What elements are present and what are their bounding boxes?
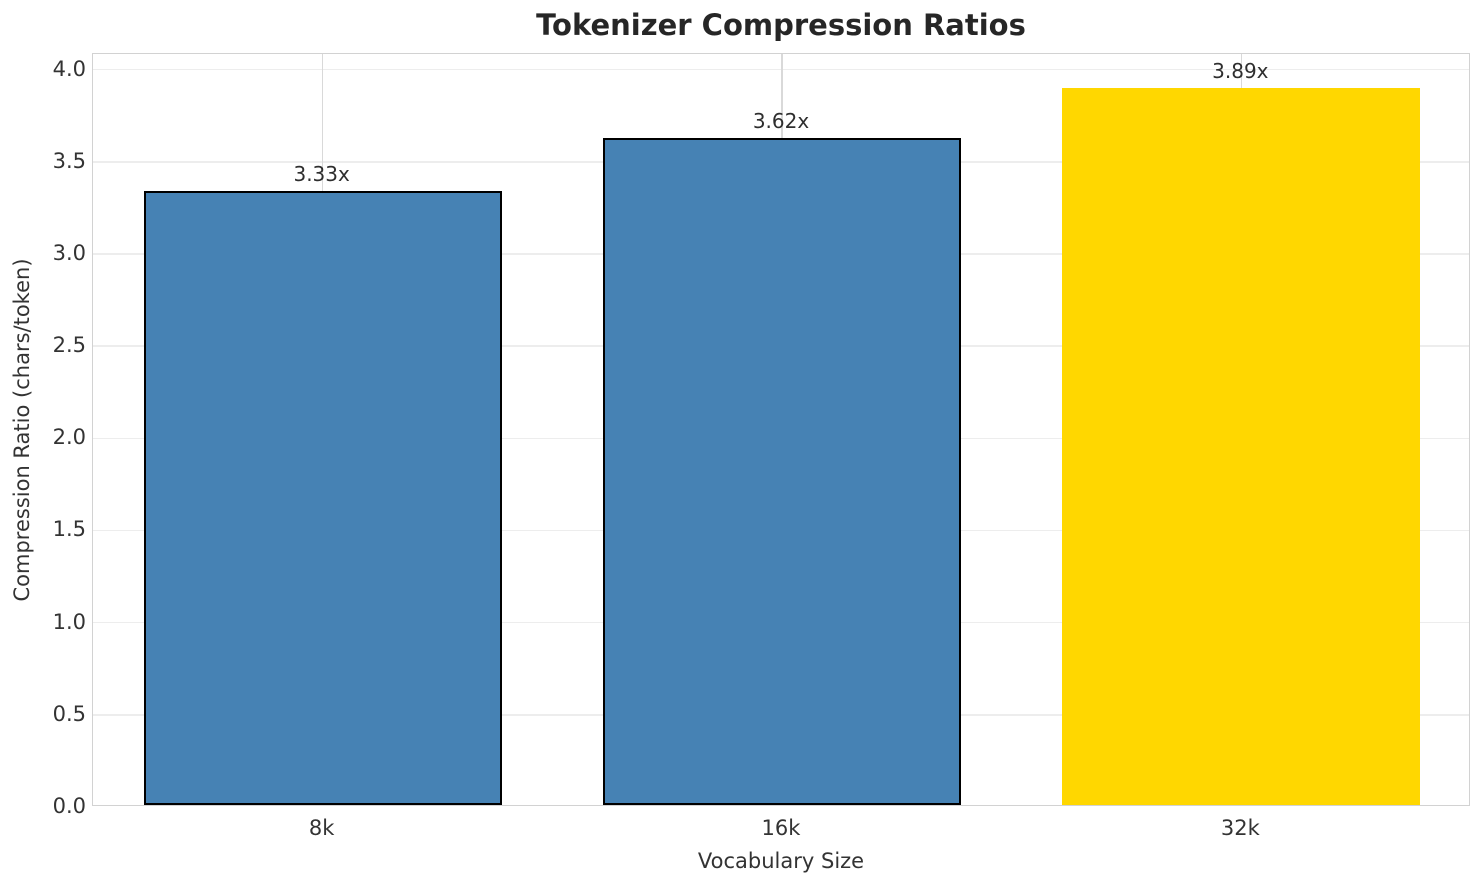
x-tick-label: 16k [761, 816, 801, 840]
y-axis-label: Compression Ratio (chars/token) [10, 258, 34, 602]
bar-value-label: 3.89x [1212, 58, 1269, 83]
plot-area [92, 53, 1470, 806]
y-tick-label: 3.0 [52, 240, 86, 265]
y-tick-label: 1.0 [52, 609, 86, 634]
x-axis-label: Vocabulary Size [697, 849, 865, 873]
chart-title: Tokenizer Compression Ratios [536, 8, 1026, 42]
bar-8k [143, 191, 502, 805]
y-tick-label: 1.5 [52, 517, 86, 542]
y-tick-label: 3.5 [52, 148, 86, 173]
y-tick-label: 0.5 [52, 701, 86, 726]
bar-value-label: 3.33x [293, 162, 350, 187]
y-tick-label: 4.0 [52, 56, 86, 81]
y-tick-label: 2.0 [52, 425, 86, 450]
x-tick-label: 32k [1220, 816, 1260, 840]
h-gridline [93, 68, 1469, 71]
bar-32k [1062, 87, 1421, 805]
y-tick-label: 0.0 [52, 794, 86, 818]
bar-value-label: 3.62x [752, 108, 810, 133]
bar-16k [602, 137, 962, 805]
y-tick-label: 2.5 [52, 333, 86, 358]
x-tick-label: 8k [308, 816, 335, 840]
